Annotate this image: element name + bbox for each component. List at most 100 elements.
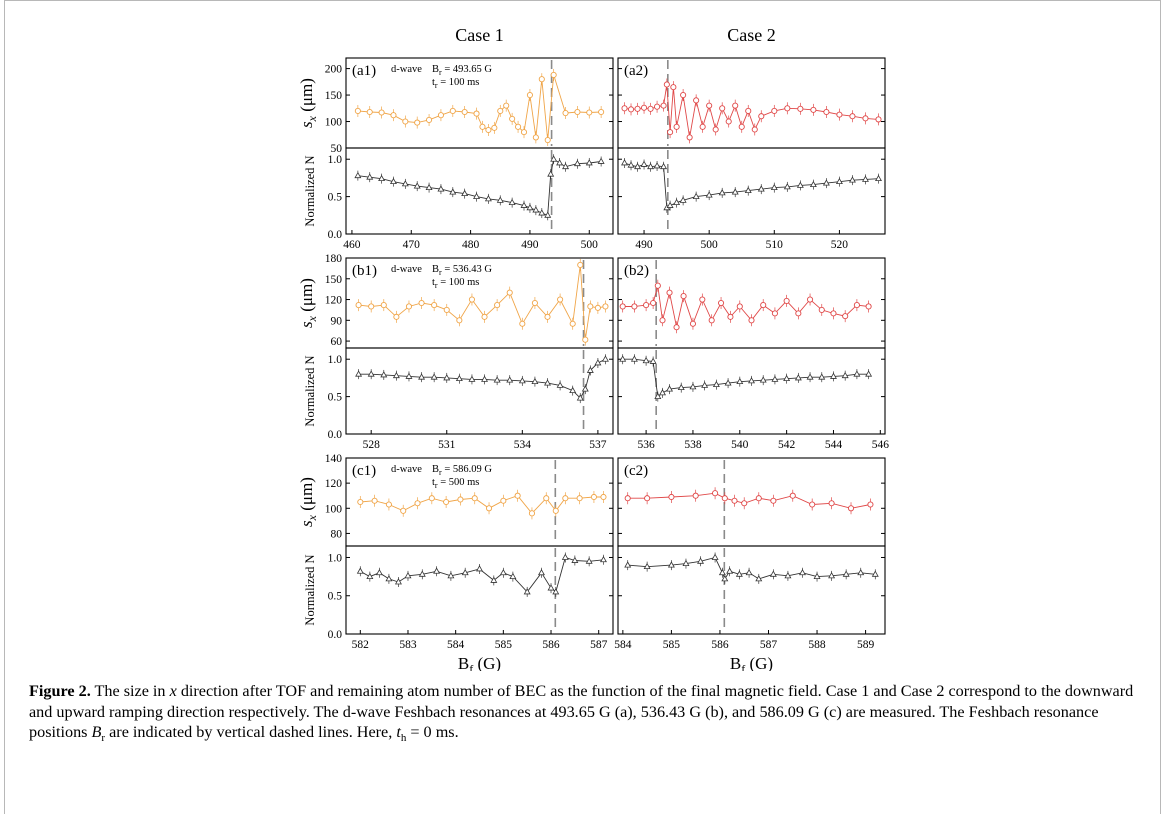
xtick-label-b2-n-5: 546: [872, 439, 890, 451]
ytick-label-b1-n-1: 0.5: [328, 392, 343, 404]
panel-label-c1: (c1): [352, 463, 376, 479]
point-a1-sx-9: [461, 108, 468, 116]
point-a2-sx-7: [663, 81, 670, 88]
point-c1-sx-4: [414, 500, 421, 507]
point-a2-n-2: [634, 162, 642, 170]
point-a1-n-13: [508, 198, 516, 205]
xtick-label-c1-n-2: 584: [447, 639, 465, 651]
xtick-label-b2-n-3: 542: [778, 439, 796, 451]
point-b2-sx-24: [853, 302, 860, 309]
point-b2-sx-23: [842, 313, 849, 320]
point-c1-n-11: [490, 576, 498, 583]
point-b1-n-4: [405, 372, 413, 379]
point-a2-sx-31: [862, 115, 869, 122]
point-a2-sx-27: [810, 106, 817, 113]
y-axis-label-sx-b1: sx (μm): [297, 278, 319, 328]
point-c1-sx-12: [528, 510, 535, 517]
point-a1-sx-16: [509, 115, 516, 122]
point-c2-sx-6: [731, 497, 738, 504]
point-b2-sx-13: [727, 313, 734, 320]
point-a2-sx-23: [758, 113, 765, 120]
point-c1-sx-10: [500, 497, 507, 504]
xtick-label-c1-n-5: 587: [590, 639, 608, 651]
point-c2-n-0: [624, 561, 632, 568]
panel-label-c2: (c2): [624, 463, 648, 479]
point-b1-n-2: [380, 371, 388, 378]
point-b2-sx-18: [783, 297, 790, 304]
point-b2-n-20: [829, 372, 837, 379]
ytick-label-b1-n-2: 1.0: [328, 354, 343, 366]
point-a1-sx-27: [598, 108, 605, 116]
point-a1-sx-5: [414, 119, 421, 126]
point-a1-sx-18: [520, 129, 528, 136]
point-b1-sx-6: [431, 302, 438, 309]
point-c1-n-20: [585, 557, 593, 564]
point-a1-sx-19: [526, 92, 533, 99]
point-c1-n-12: [499, 568, 507, 576]
point-b2-sx-22: [830, 310, 837, 317]
annotation-tr-b1: tr = 100 ms: [432, 277, 479, 290]
point-c2-sx-1: [644, 495, 651, 502]
point-b2-n-11: [724, 379, 732, 386]
point-b1-sx-9: [468, 296, 475, 303]
point-c1-sx-11: [514, 492, 521, 499]
point-c1-sx-13: [543, 495, 550, 502]
point-b2-sx-1: [631, 303, 638, 310]
plot-b2-n: 536 538 540 542 544 546: [617, 347, 890, 451]
point-c2-n-17: [842, 570, 850, 577]
point-b2-n-3: [649, 357, 657, 364]
ytick-label-c1-sx-0: 80: [331, 528, 343, 540]
point-b2-sx-11: [708, 317, 715, 324]
xtick-label-a2-n-0: 490: [635, 239, 653, 251]
point-b2-sx-15: [748, 317, 755, 324]
point-a1-n-14: [520, 201, 528, 208]
point-a1-n-17: [538, 209, 546, 216]
point-a2-n-18: [783, 183, 791, 190]
point-b1-sx-14: [531, 299, 538, 307]
point-a1-n-7: [437, 185, 445, 192]
point-b1-sx-4: [405, 303, 413, 310]
point-c2-sx-7: [741, 500, 748, 507]
point-a2-n-13: [718, 189, 726, 196]
point-b1-sx-5: [418, 299, 425, 307]
point-b1-n-13: [518, 377, 526, 384]
ytick-label-c1-sx-1: 100: [325, 503, 343, 515]
point-a2-sx-6: [660, 102, 667, 109]
point-a2-sx-2: [634, 105, 641, 112]
plot-a2-sx: [617, 57, 886, 149]
point-a1-sx-7: [437, 112, 444, 119]
point-b1-n-16: [556, 381, 564, 388]
plot-frame-a2-sx: [617, 57, 886, 149]
point-a1-n-18: [544, 211, 552, 218]
point-c2-n-13: [784, 572, 792, 579]
point-c1-sx-0: [357, 498, 364, 506]
point-b2-sx-5: [659, 317, 666, 324]
point-a1-n-6: [425, 183, 433, 191]
point-b2-n-6: [666, 385, 674, 392]
point-b2-n-16: [783, 374, 791, 382]
point-b2-n-0: [619, 355, 627, 362]
point-b2-n-15: [771, 375, 779, 382]
figure-svg: Case 1 Case 2Bf (G) Bf (G) 501001502000.00…: [297, 25, 890, 671]
point-c1-sx-1: [371, 497, 378, 504]
point-b1-sx-10: [481, 313, 488, 320]
point-c2-n-12: [769, 570, 777, 577]
point-a1-n-11: [484, 195, 492, 202]
point-b2-n-23: [865, 370, 873, 377]
annotation-br-b1: Br = 536.43 G: [432, 264, 492, 277]
xtick-label-b2-n-0: 536: [637, 439, 655, 451]
caption-seg4: = 0 ms.: [406, 723, 459, 741]
point-c2-n-15: [813, 572, 821, 580]
point-c1-n-5: [404, 572, 412, 579]
column-title-2: Case 2: [727, 25, 776, 45]
point-b2-n-2: [642, 356, 650, 364]
annotation-br-a1: Br = 493.65 G: [432, 64, 492, 77]
ytick-label-c1-n-2: 1.0: [328, 552, 343, 564]
series-line-a2-n: [624, 162, 879, 209]
point-b2-sx-17: [771, 310, 778, 317]
point-b2-sx-25: [865, 303, 872, 310]
ytick-label-c1-sx-2: 120: [325, 478, 343, 490]
point-a2-n-1: [627, 161, 635, 168]
point-a2-sx-16: [712, 126, 719, 133]
figure-caption: Figure 2. The size in x direction after …: [29, 681, 1154, 749]
